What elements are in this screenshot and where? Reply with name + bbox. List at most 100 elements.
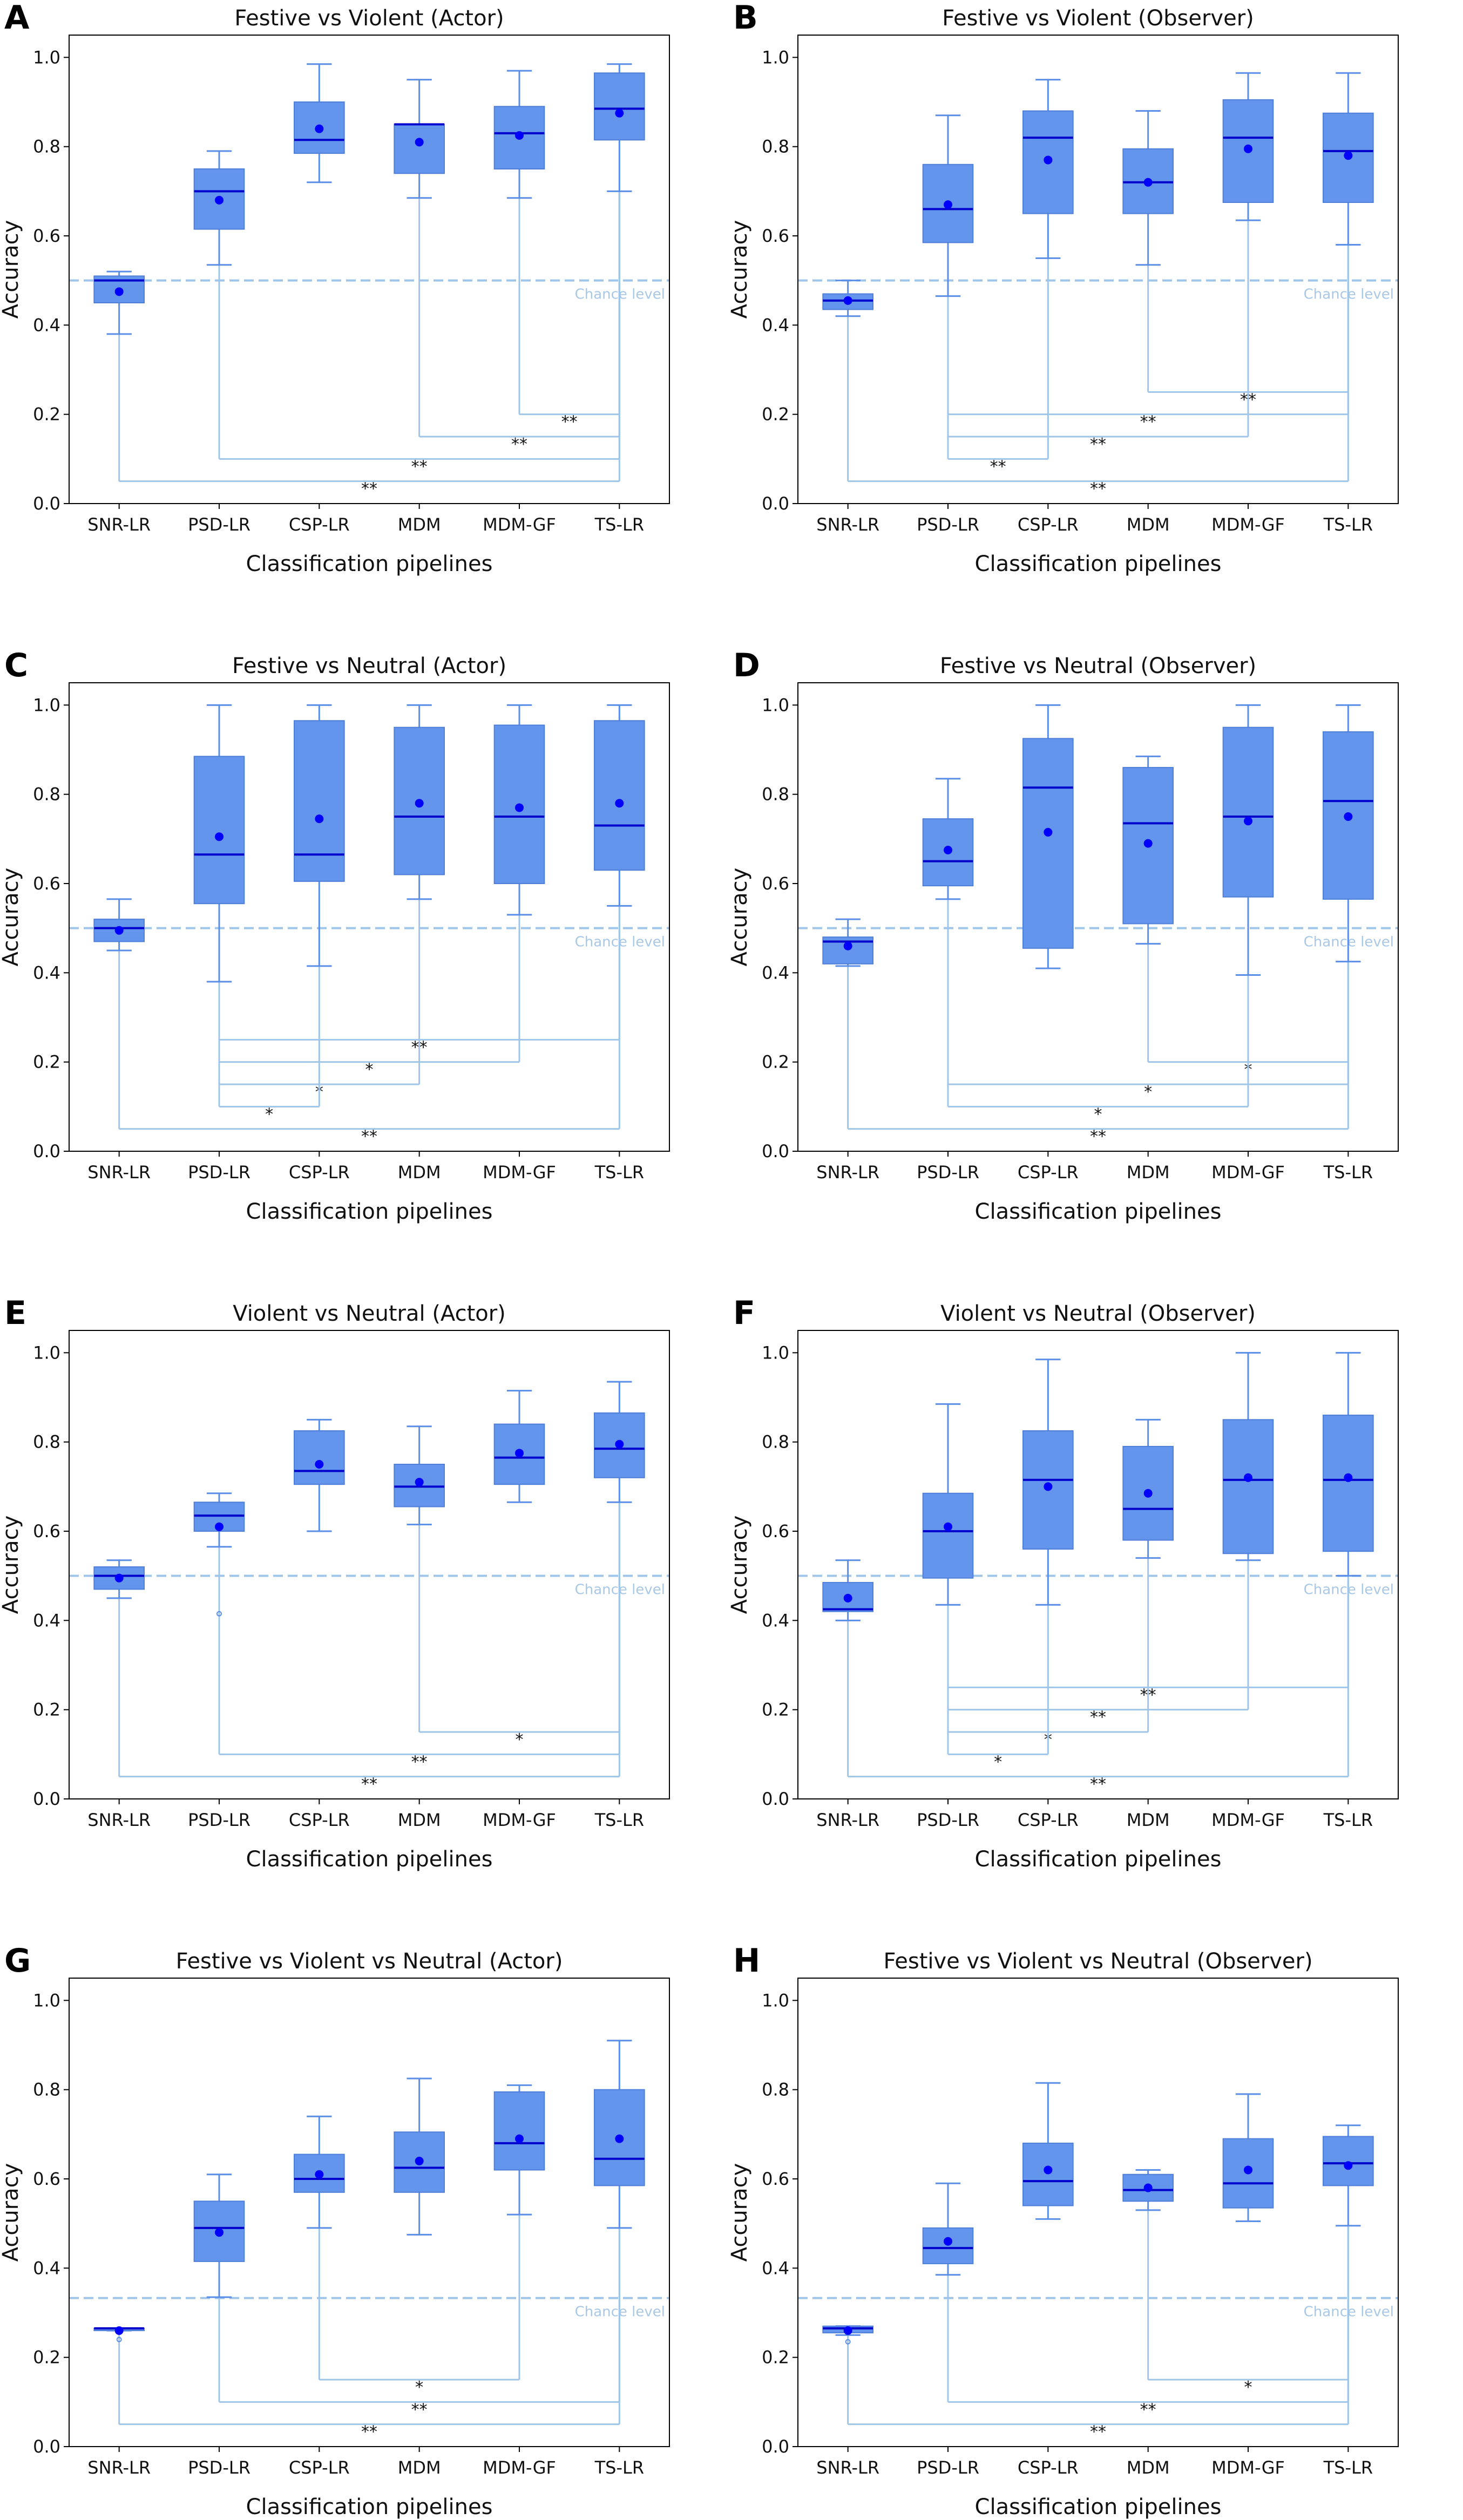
x-tick-label: TS-LR bbox=[1323, 1162, 1373, 1183]
axes-frame bbox=[69, 35, 670, 504]
box-ts-lr bbox=[594, 63, 645, 192]
box-csp-lr bbox=[294, 704, 345, 967]
significance-bracket: ** bbox=[518, 191, 620, 432]
mean-marker bbox=[315, 814, 324, 824]
x-tick-label: CSP-LR bbox=[289, 2457, 350, 2478]
significance-label: * bbox=[1144, 1083, 1152, 1102]
panel-h: H Festive vs Violent vs Neutral (Observer… bbox=[727, 1942, 1399, 2519]
panel-letter: D bbox=[733, 647, 760, 684]
box-ts-lr bbox=[594, 1381, 645, 1503]
significance-label: ** bbox=[411, 1753, 428, 1771]
x-tick-label: MDM bbox=[398, 1162, 441, 1183]
y-tick-label: 0.0 bbox=[762, 1789, 789, 1809]
y-tick-label: 0.6 bbox=[33, 1521, 60, 1541]
x-tick-label: SNR-LR bbox=[816, 1162, 879, 1183]
x-tick-label: CSP-LR bbox=[289, 1162, 350, 1183]
mean-marker bbox=[1044, 2165, 1053, 2175]
x-tick-label: MDM bbox=[398, 2457, 441, 2478]
x-tick-label: CSP-LR bbox=[1018, 2457, 1079, 2478]
mean-marker bbox=[215, 2228, 223, 2237]
box-csp-lr bbox=[1022, 79, 1074, 259]
y-tick-label: 1.0 bbox=[33, 1342, 60, 1363]
x-tick-label: MDM-GF bbox=[483, 2457, 556, 2478]
x-tick-label: MDM-GF bbox=[1211, 2457, 1285, 2478]
significance-bracket: ** bbox=[947, 1560, 1249, 1727]
panel-a: A Festive vs Violent (Actor)Chance level*… bbox=[0, 0, 670, 576]
y-tick-label: 0.6 bbox=[33, 226, 60, 246]
panel-g: G Festive vs Violent vs Neutral (Actor)Ch… bbox=[0, 1942, 670, 2519]
x-tick-label: TS-LR bbox=[1323, 1810, 1373, 1830]
significance-bracket: ** bbox=[118, 1502, 620, 1794]
significance-label: ** bbox=[1140, 2400, 1156, 2419]
box-snr-lr bbox=[93, 1559, 145, 1599]
mean-marker bbox=[615, 1439, 624, 1449]
mean-marker bbox=[415, 1478, 424, 1487]
x-tick-label: CSP-LR bbox=[289, 1810, 350, 1830]
y-axis-label: Accuracy bbox=[727, 220, 752, 319]
x-tick-label: MDM-GF bbox=[483, 514, 556, 535]
significance-label: ** bbox=[361, 1775, 377, 1794]
panel-letter: A bbox=[4, 0, 30, 37]
mean-marker bbox=[843, 296, 852, 305]
mean-marker bbox=[1344, 812, 1353, 821]
x-tick-label: MDM-GF bbox=[1211, 1810, 1285, 1830]
box-psd-lr bbox=[922, 114, 974, 297]
y-tick-label: 0.6 bbox=[33, 2169, 60, 2189]
significance-label: * bbox=[1094, 1105, 1102, 1124]
box-mdm-gf bbox=[1222, 2093, 1274, 2223]
mean-marker bbox=[1044, 155, 1053, 165]
x-tick-label: CSP-LR bbox=[289, 514, 350, 535]
significance-bracket: ** bbox=[847, 1575, 1349, 1794]
y-tick-label: 0.8 bbox=[762, 137, 789, 157]
box-csp-lr bbox=[294, 1418, 345, 1532]
y-tick-label: 1.0 bbox=[762, 47, 789, 67]
x-tick-label: PSD-LR bbox=[188, 514, 250, 535]
x-tick-label: MDM bbox=[1127, 2457, 1170, 2478]
y-axis-label: Accuracy bbox=[727, 2163, 752, 2262]
mean-marker bbox=[215, 1522, 223, 1531]
box-mdm bbox=[1122, 755, 1174, 945]
mean-marker bbox=[114, 287, 124, 296]
mean-marker bbox=[1244, 817, 1252, 826]
panel-b: B Festive vs Violent (Observer)Chance lev… bbox=[727, 0, 1399, 576]
y-tick-label: 0.2 bbox=[33, 1700, 60, 1720]
significance-label: ** bbox=[361, 1127, 377, 1146]
y-tick-label: 0.8 bbox=[762, 784, 789, 805]
y-tick-label: 0.0 bbox=[762, 1141, 789, 1161]
chart-title: Festive vs Violent vs Neutral (Observer) bbox=[883, 1949, 1312, 1974]
box-iqr bbox=[594, 72, 645, 141]
x-tick-label: TS-LR bbox=[594, 1810, 644, 1830]
box-csp-lr bbox=[1022, 704, 1074, 969]
y-tick-label: 0.6 bbox=[762, 1521, 789, 1541]
mean-marker bbox=[944, 2237, 952, 2246]
chart-title: Festive vs Violent (Observer) bbox=[942, 6, 1254, 31]
significance-bracket: ** bbox=[847, 2225, 1349, 2442]
chart-title: Violent vs Neutral (Actor) bbox=[233, 1301, 506, 1326]
panel-letter: H bbox=[733, 1942, 760, 1980]
significance-bracket: * bbox=[947, 899, 1249, 1124]
y-tick-label: 0.2 bbox=[33, 2347, 60, 2368]
mean-marker bbox=[114, 1573, 124, 1582]
significance-bracket: * bbox=[418, 1502, 620, 1749]
mean-marker bbox=[843, 2326, 852, 2335]
box-iqr bbox=[294, 720, 345, 882]
x-axis-label: Classification pipelines bbox=[975, 2495, 1222, 2519]
mean-marker bbox=[1143, 1489, 1153, 1498]
y-tick-label: 0.4 bbox=[33, 1610, 60, 1631]
axes-frame bbox=[69, 1978, 670, 2447]
mean-marker bbox=[1344, 2161, 1353, 2170]
y-tick-label: 0.8 bbox=[33, 784, 60, 805]
x-tick-label: MDM-GF bbox=[483, 1810, 556, 1830]
significance-label: ** bbox=[1090, 435, 1106, 454]
y-tick-label: 0.2 bbox=[762, 404, 789, 425]
mean-marker bbox=[415, 799, 424, 808]
y-axis-label: Accuracy bbox=[0, 868, 23, 967]
box-psd-lr bbox=[193, 1492, 245, 1616]
box-mdm bbox=[394, 704, 445, 900]
y-tick-label: 0.0 bbox=[33, 1141, 60, 1161]
y-axis-label: Accuracy bbox=[727, 1516, 752, 1614]
y-tick-label: 0.8 bbox=[33, 1432, 60, 1452]
box-iqr bbox=[294, 1430, 345, 1485]
x-tick-label: MDM bbox=[398, 514, 441, 535]
axes-frame bbox=[797, 1978, 1399, 2447]
